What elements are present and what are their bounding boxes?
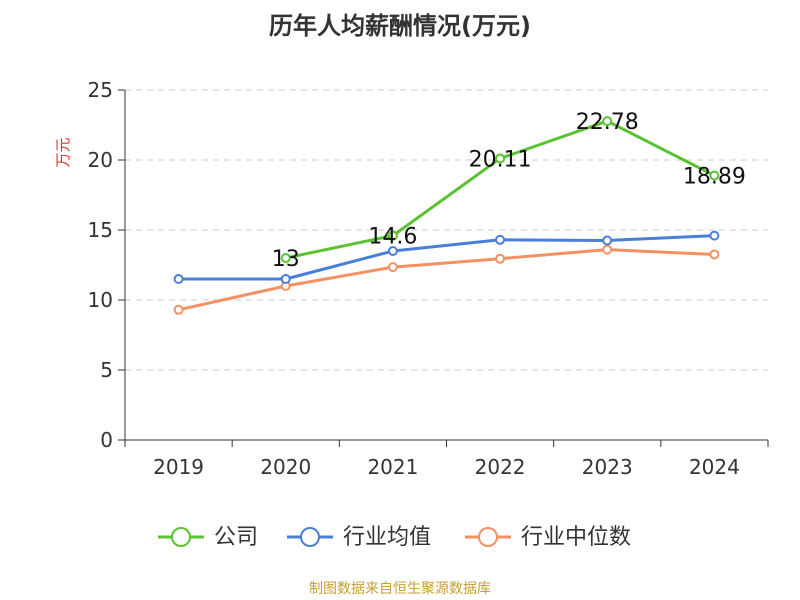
legend-marker xyxy=(300,527,320,547)
data-point xyxy=(280,253,291,263)
legend-item[interactable]: 公司 xyxy=(158,525,258,550)
data-point xyxy=(387,262,398,273)
data-label: 13 xyxy=(272,247,300,272)
x-tick-label: 2019 xyxy=(153,455,204,479)
y-tick-label: 0 xyxy=(100,428,113,452)
legend-marker xyxy=(171,527,191,547)
legend-item[interactable]: 行业均值 xyxy=(287,525,431,550)
legend-label: 公司 xyxy=(214,525,258,550)
data-point xyxy=(709,170,720,181)
data-point xyxy=(173,274,184,284)
y-tick-label: 25 xyxy=(88,78,113,102)
y-tick-label: 10 xyxy=(88,288,113,312)
legend-label: 行业均值 xyxy=(343,525,431,550)
legend-item[interactable]: 行业中位数 xyxy=(465,525,631,550)
legend-label: 行业中位数 xyxy=(521,525,631,550)
source-note: 制图数据来自恒生聚源数据库 xyxy=(309,581,491,597)
data-point xyxy=(280,274,291,284)
y-axis-label: 万元 xyxy=(54,137,72,167)
y-tick-label: 20 xyxy=(88,148,113,172)
legend-marker xyxy=(478,527,498,547)
x-tick-label: 2020 xyxy=(260,455,311,479)
data-point xyxy=(495,234,506,245)
data-point xyxy=(387,230,398,241)
data-point xyxy=(495,153,506,164)
x-tick-label: 2023 xyxy=(582,455,633,479)
data-label: 18.89 xyxy=(683,165,746,190)
data-point xyxy=(602,244,613,255)
data-labels: 13 14.6 20.11 22.78 18.89 xyxy=(272,110,746,272)
y-tick-label: 15 xyxy=(88,218,113,242)
x-tick-label: 2021 xyxy=(367,455,418,479)
data-point xyxy=(173,304,184,315)
data-label: 22.78 xyxy=(576,110,639,135)
data-point xyxy=(709,230,720,241)
series-layer xyxy=(173,116,720,315)
axes: 0 5 10 15 20 25 2019 2020 2021 2022 2023 2024 万元 xyxy=(54,78,769,479)
series-line xyxy=(178,248,715,312)
data-point xyxy=(387,246,398,256)
chart-title: 历年人均薪酬情况(万元) xyxy=(269,12,531,40)
y-tick-label: 5 xyxy=(100,358,113,382)
x-tick-label: 2024 xyxy=(689,455,740,479)
data-point xyxy=(602,116,613,127)
data-point xyxy=(709,249,720,260)
data-label: 14.6 xyxy=(368,225,417,250)
series-line xyxy=(178,234,715,281)
data-point xyxy=(602,235,613,246)
data-label: 20.11 xyxy=(469,147,532,172)
data-point xyxy=(495,253,506,264)
x-tick-label: 2022 xyxy=(475,455,526,479)
grid-lines xyxy=(125,89,768,371)
legend[interactable]: 公司 行业均值 行业中位数 xyxy=(158,525,631,550)
